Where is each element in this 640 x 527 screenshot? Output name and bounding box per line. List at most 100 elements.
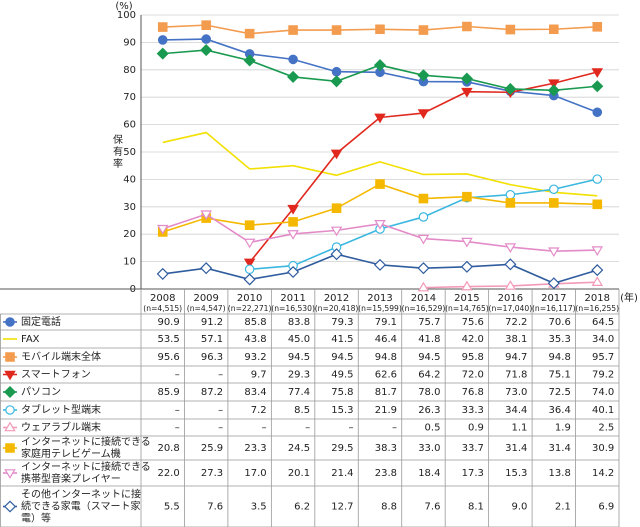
table-value: – (218, 405, 223, 416)
point (156, 224, 169, 235)
table-value: 18.4 (418, 468, 440, 479)
point (330, 149, 343, 160)
sample-size: (n=16,529) (402, 304, 446, 313)
table-value: 23.3 (244, 443, 266, 454)
table-value: 5.5 (164, 502, 180, 513)
table-value: 8.1 (468, 502, 484, 513)
table-value: 90.9 (157, 317, 179, 328)
sample-size: (n=4,515) (143, 304, 182, 313)
table-value: 34.4 (505, 405, 527, 416)
point (243, 238, 256, 249)
sample-size: (n=17,040) (489, 304, 533, 313)
x-tick-label: 2009 (193, 293, 218, 304)
table-value: 0.9 (468, 423, 484, 434)
series-line (162, 131, 598, 197)
table-value: 77.4 (288, 387, 310, 398)
table-value: 94.8 (549, 352, 571, 363)
legend-label: 固定電話 (21, 315, 61, 328)
table-value: 72.0 (462, 370, 484, 381)
table-value: 1.1 (511, 423, 527, 434)
legend-label: パソコン (21, 386, 61, 398)
table-value: 53.5 (157, 334, 179, 345)
point (331, 203, 342, 213)
y-axis-label-char: 率 (113, 157, 123, 170)
point (374, 113, 386, 124)
table-value: 93.2 (244, 352, 266, 363)
x-tick-label: 2010 (237, 293, 262, 304)
table-value: 7.6 (425, 502, 441, 513)
point (591, 68, 604, 78)
x-tick-label: 2008 (150, 293, 175, 304)
point (4, 421, 16, 432)
table-value: 3.5 (251, 502, 267, 513)
point (5, 443, 15, 453)
table-value: 25.9 (201, 443, 223, 454)
point (288, 217, 298, 227)
table-value: 2.1 (555, 502, 571, 513)
y-axis-label-char: 有 (113, 145, 123, 158)
x-tick-label: 2012 (324, 293, 349, 304)
sample-size: (n=14,765) (445, 304, 489, 313)
point (417, 109, 430, 119)
point (548, 247, 560, 258)
table-value: 43.8 (244, 334, 266, 345)
table-value: 94.5 (288, 352, 310, 363)
sample-size: (n=16,530) (271, 304, 315, 313)
table-value: 73.0 (505, 387, 527, 398)
point (4, 469, 16, 479)
point (504, 243, 517, 253)
table-value: – (218, 423, 223, 434)
table-value: 91.2 (201, 317, 223, 328)
y-axis-label-char: 保 (113, 133, 123, 146)
table-value: 13.8 (549, 468, 571, 479)
table-value: 49.5 (331, 370, 353, 381)
table-value: 75.6 (462, 317, 484, 328)
table-value: 94.5 (418, 352, 440, 363)
point (592, 199, 603, 210)
table-value: 8.5 (294, 405, 310, 416)
point (373, 59, 387, 72)
point (591, 264, 604, 277)
table-value: 21.9 (375, 405, 397, 416)
point (200, 210, 212, 221)
table-value: 20.8 (157, 443, 179, 454)
x-tick-label: 2013 (367, 293, 392, 304)
table-value: 38.3 (375, 443, 397, 454)
table-value: 85.8 (244, 317, 266, 328)
table-value: 12.7 (331, 502, 353, 513)
point (331, 66, 342, 77)
point (5, 405, 15, 415)
table-value: 33.0 (418, 443, 440, 454)
table-value: 95.6 (157, 352, 179, 363)
point (330, 248, 343, 261)
sample-size: (n=20,418) (315, 304, 359, 313)
point (243, 54, 256, 67)
table-value: – (175, 370, 180, 381)
y-tick-label: 30 (123, 202, 136, 213)
table-value: 7.6 (207, 502, 223, 513)
table-value: 45.0 (288, 334, 310, 345)
table-value: 41.5 (331, 334, 353, 345)
table-value: 83.8 (288, 317, 310, 328)
point (592, 107, 603, 118)
legend-label: その他インターネットに接 (21, 488, 141, 501)
y-tick-label: 10 (123, 257, 136, 268)
point (3, 385, 17, 399)
legend-label: 携帯型音楽プレイヤー (21, 472, 121, 485)
table-value: 79.3 (331, 317, 353, 328)
table-value: 20.1 (288, 468, 310, 479)
point (591, 246, 604, 256)
point (505, 24, 516, 35)
point (417, 281, 430, 292)
point (504, 258, 517, 271)
y-tick-label: 70 (123, 92, 136, 103)
table-value: 2.5 (598, 423, 614, 434)
point (244, 28, 255, 39)
table-value: 94.5 (331, 352, 353, 363)
table-value: – (262, 423, 267, 434)
x-tick-label: 2014 (411, 293, 436, 304)
series-line (249, 178, 598, 271)
table-value: 29.3 (288, 370, 310, 381)
table-value: 6.9 (598, 502, 614, 513)
